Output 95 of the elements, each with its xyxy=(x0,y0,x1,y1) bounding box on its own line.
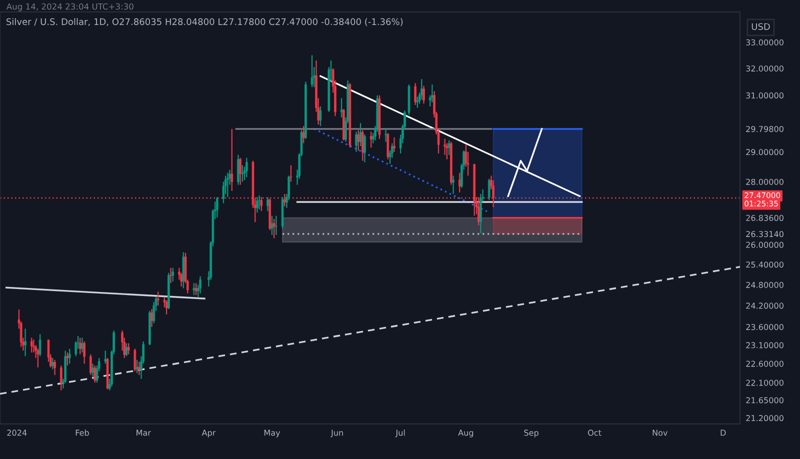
candlestick xyxy=(488,178,490,201)
y-tick-label: 24.80000 xyxy=(746,282,784,288)
candlestick xyxy=(414,82,416,106)
candlestick xyxy=(420,78,423,100)
candlestick xyxy=(458,172,461,193)
candlestick xyxy=(83,340,86,364)
y-tick-label: 21.20000 xyxy=(746,415,784,422)
candlestick xyxy=(446,142,448,160)
candlestick xyxy=(38,334,42,357)
y-tick-label: 24.20000 xyxy=(746,302,784,309)
y-tick-label: 25.40000 xyxy=(746,262,784,268)
y-tick-label: 23.10000 xyxy=(746,342,784,348)
candlestick xyxy=(30,337,33,354)
chart-subtitle: Aug 14, 2024 23:04 UTC+3:30 xyxy=(6,3,134,12)
candlestick xyxy=(165,300,168,315)
candlestick xyxy=(431,84,434,103)
y-tick-label: 26.83600 xyxy=(746,214,784,221)
y-tick-label: 32.00000 xyxy=(746,65,784,72)
candlestick xyxy=(340,98,343,118)
candlestick xyxy=(258,194,260,210)
candlestick xyxy=(54,359,56,376)
y-tick-label: 22.60000 xyxy=(746,360,784,367)
candlestick xyxy=(384,128,387,142)
candlestick xyxy=(393,136,396,153)
candlestick xyxy=(444,138,446,156)
candlestick xyxy=(127,342,130,355)
x-tick-label: May xyxy=(264,430,280,438)
candlestick xyxy=(192,282,196,296)
x-tick-label: Sep xyxy=(524,430,538,438)
candlestick xyxy=(125,342,128,357)
text: Silver / U.S. Dollar, 1D, O27.86035 H28.04800 L27.17800 C27.47000 -0.38400 (-1.36%) xyxy=(6,18,403,26)
x-tick-label: Oct xyxy=(588,430,602,436)
candlestick xyxy=(92,363,94,378)
y-tick-label: 31.00000 xyxy=(746,92,784,99)
y-tick-label: 22.10000 xyxy=(746,380,784,386)
candlestick xyxy=(355,131,358,153)
candlestick xyxy=(319,106,322,127)
candlestick xyxy=(270,215,274,236)
candlestick xyxy=(310,54,314,88)
x-tick-label: Jun xyxy=(330,430,343,438)
candlestick xyxy=(422,85,425,104)
candlestick xyxy=(226,172,229,198)
candlestick xyxy=(199,276,202,294)
candlestick xyxy=(266,196,269,212)
candlestick xyxy=(136,359,138,374)
candlestick xyxy=(452,175,454,195)
candlestick xyxy=(134,348,136,372)
x-tick-label: Mar xyxy=(136,430,151,436)
candlestick xyxy=(24,328,26,357)
candlestick xyxy=(290,164,292,182)
candlestick xyxy=(480,193,482,234)
y-tick-label: 26.33140 xyxy=(746,231,784,238)
x-tick-label: Aug xyxy=(458,430,474,438)
candlestick xyxy=(272,218,276,239)
y-axis-title: USD xyxy=(752,23,770,30)
y-tick-label: 29.00000 xyxy=(746,149,784,156)
x-tick-label: D xyxy=(720,430,726,436)
candlestick xyxy=(216,196,218,218)
y-tick-label: 21.65000 xyxy=(746,397,784,404)
candlestick xyxy=(78,337,82,355)
candlestick xyxy=(194,282,198,296)
candlestick xyxy=(237,154,240,186)
candlestick xyxy=(416,96,419,108)
candlestick xyxy=(241,164,244,182)
candlestick xyxy=(370,131,372,148)
candlestick xyxy=(239,157,242,186)
candlestick xyxy=(256,196,258,214)
candlestick xyxy=(68,348,71,364)
candlestick xyxy=(361,130,364,162)
candlestick xyxy=(386,132,390,160)
x-tick-label: Nov xyxy=(652,430,668,436)
candlestick xyxy=(66,352,69,366)
y-tick-label: 26.00000 xyxy=(746,242,784,248)
candlestick xyxy=(230,128,234,192)
candlestick xyxy=(170,267,172,284)
candlestick xyxy=(275,215,278,236)
candlestick xyxy=(359,122,362,147)
candlestick xyxy=(448,140,450,156)
y-tick-label: 23.60000 xyxy=(746,324,784,330)
candlestick xyxy=(60,364,62,391)
candlestick xyxy=(89,354,92,376)
candlestick xyxy=(156,291,160,306)
candlestick xyxy=(138,361,140,376)
candlestick xyxy=(246,157,248,178)
x-tick-label: Jul xyxy=(395,430,405,438)
y-tick-label: 29.79800 xyxy=(746,126,784,132)
candlestick xyxy=(364,134,366,163)
x-tick-label: Feb xyxy=(76,430,89,436)
candlestick xyxy=(36,348,40,368)
y-tick-label: 33.00000 xyxy=(746,39,784,46)
x-tick-label: 2024 xyxy=(7,430,27,436)
candlestick xyxy=(357,130,360,152)
x-tick-label: Apr xyxy=(202,430,216,438)
y-tick-label: 28.00000 xyxy=(746,178,784,185)
candlestick xyxy=(172,267,174,282)
